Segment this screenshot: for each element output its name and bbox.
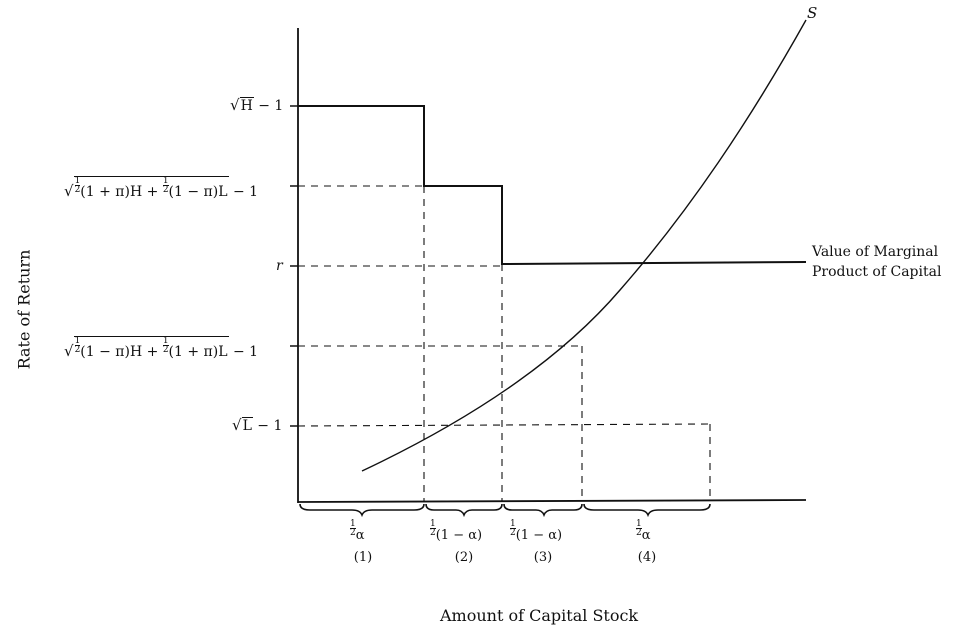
sqrt-l-suffix: − 1 bbox=[252, 418, 283, 434]
segment-3-index: (3) bbox=[533, 550, 553, 565]
label-mix-high: √ 1 2 (1 + π)H + 1 2 (1 − π)L − 1 bbox=[64, 176, 259, 200]
frac-num: 1 bbox=[636, 519, 642, 529]
x-axis bbox=[297, 499, 807, 503]
mpk-label-line-1: Value of Marginal bbox=[812, 244, 939, 260]
label-mix-low: √ 1 2 (1 − π)H + 1 2 (1 + π)L − 1 bbox=[64, 336, 259, 360]
sqrt-l-radicand: L bbox=[241, 417, 253, 434]
frac-den: 2 bbox=[162, 345, 169, 355]
frac-num: 1 bbox=[74, 176, 81, 186]
dashed-guides bbox=[297, 185, 711, 502]
frac-num: 1 bbox=[162, 176, 169, 186]
frac-den: 2 bbox=[162, 185, 169, 195]
segment-2-width: 1 2 (1 − α) bbox=[430, 520, 482, 543]
mix-high-suffix: − 1 bbox=[228, 184, 259, 200]
label-r: r bbox=[276, 258, 283, 274]
segment-1-width-text: α bbox=[355, 528, 365, 543]
mpk-step-line bbox=[298, 105, 807, 266]
mix-low-suffix: − 1 bbox=[228, 344, 259, 360]
supply-curve bbox=[361, 19, 807, 472]
mix-high-part-2: (1 − π)L bbox=[168, 184, 228, 200]
supply-curve-label: S bbox=[807, 4, 818, 22]
mix-low-part-2: (1 + π)L bbox=[168, 344, 228, 360]
mix-low-part-1: (1 − π)H + bbox=[80, 344, 163, 360]
x-axis-title: Amount of Capital Stock bbox=[440, 606, 639, 625]
frac-den: 2 bbox=[74, 185, 81, 195]
y-axis-title: Rate of Return bbox=[14, 249, 34, 370]
sqrt-h-radicand: H bbox=[239, 97, 254, 114]
frac-den: 2 bbox=[430, 528, 436, 538]
segment-2-width-text: (1 − α) bbox=[435, 528, 483, 543]
mpk-label-line-2: Product of Capital bbox=[812, 264, 942, 280]
frac-den: 2 bbox=[350, 528, 356, 538]
frac-num: 1 bbox=[74, 336, 81, 346]
segment-4-index: (4) bbox=[637, 550, 657, 565]
segment-3-width: 1 2 (1 − α) bbox=[510, 520, 562, 543]
frac-num: 1 bbox=[162, 336, 169, 346]
segment-4-width-text: α bbox=[641, 528, 651, 543]
mpk-label: Value of Marginal Product of Capital bbox=[812, 242, 941, 282]
y-ticks bbox=[290, 105, 298, 427]
label-sqrt-l: √L − 1 bbox=[232, 416, 283, 434]
frac-num: 1 bbox=[430, 519, 436, 529]
frac-num: 1 bbox=[350, 519, 356, 529]
frac-num: 1 bbox=[510, 519, 516, 529]
segment-braces bbox=[299, 503, 711, 518]
frac-den: 2 bbox=[636, 528, 642, 538]
sqrt-h-suffix: − 1 bbox=[253, 98, 284, 114]
segment-1-index: (1) bbox=[353, 550, 373, 565]
label-sqrt-h: √H − 1 bbox=[230, 96, 284, 114]
segment-3-width-text: (1 − α) bbox=[515, 528, 563, 543]
segment-2-index: (2) bbox=[454, 550, 474, 565]
mix-high-part-1: (1 + π)H + bbox=[80, 184, 163, 200]
frac-den: 2 bbox=[74, 345, 81, 355]
frac-den: 2 bbox=[510, 528, 516, 538]
